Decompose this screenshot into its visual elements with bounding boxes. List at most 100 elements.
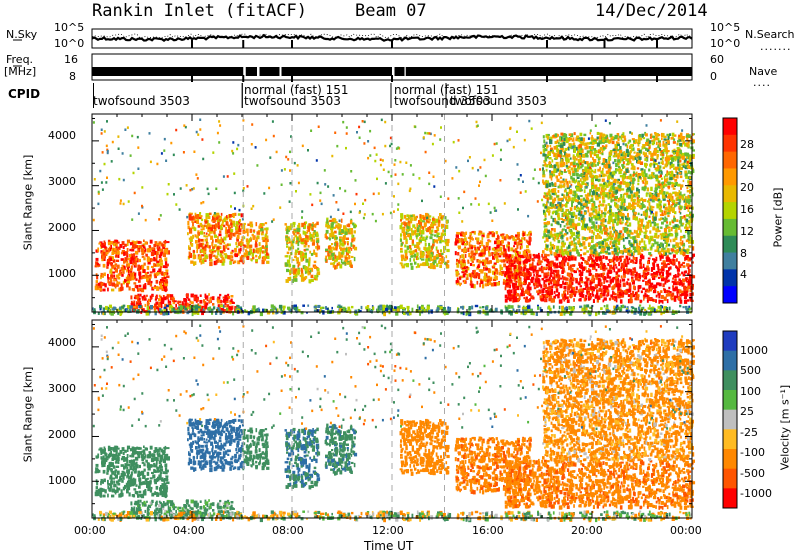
power-cell — [415, 266, 418, 269]
power-cell — [193, 261, 197, 265]
power-cell — [559, 284, 563, 289]
power-cell — [508, 279, 512, 282]
power-cell — [411, 242, 415, 246]
power-cell — [585, 294, 588, 298]
power-cell — [304, 252, 307, 255]
power-cell — [522, 270, 525, 275]
power-cell — [147, 280, 151, 286]
power-cell — [646, 187, 650, 192]
power-cell — [288, 227, 291, 231]
power-cell — [334, 247, 337, 251]
power-cell — [682, 136, 685, 140]
power-cell — [416, 257, 419, 260]
power-cell — [187, 232, 189, 236]
power-cell — [119, 244, 123, 248]
power-cell — [567, 272, 570, 275]
power-cell — [409, 262, 413, 266]
power-cell — [569, 229, 573, 233]
power-cell — [660, 217, 664, 220]
power-cell — [634, 202, 637, 205]
power-cell — [530, 295, 534, 299]
power-cell — [325, 255, 328, 260]
power-cell — [135, 262, 137, 267]
power-cell — [555, 152, 558, 158]
power-cell — [563, 255, 566, 259]
power-cell — [570, 133, 574, 138]
power-cell — [339, 264, 343, 269]
power-cell — [531, 257, 534, 261]
power-cell — [633, 251, 635, 256]
power-cell — [620, 194, 623, 199]
power-cell — [619, 289, 623, 293]
power-cell — [436, 239, 439, 244]
power-cell — [645, 294, 648, 298]
power-cell — [648, 201, 651, 206]
power-cell — [488, 240, 492, 243]
power-cell — [622, 132, 625, 136]
power-cell — [101, 282, 104, 285]
power-cell — [631, 280, 635, 285]
power-cell — [648, 241, 651, 245]
power-cell — [465, 277, 469, 280]
power-cell — [634, 139, 638, 144]
power-cell — [430, 265, 432, 269]
power-cell — [148, 278, 151, 283]
power-cell — [645, 234, 648, 239]
power-cell — [344, 257, 348, 260]
noise-search-trace — [91, 33, 693, 39]
power-cell — [123, 251, 126, 256]
power-cell — [641, 133, 644, 138]
power-cell — [516, 237, 520, 241]
power-cell — [583, 281, 587, 284]
power-cell — [649, 193, 653, 198]
power-cell — [545, 229, 548, 233]
power-cell — [404, 256, 408, 260]
power-cell — [138, 300, 140, 305]
power-cell — [483, 246, 486, 251]
power-cell — [647, 140, 650, 145]
power-cell — [292, 240, 295, 244]
power-cell — [430, 223, 434, 227]
power-cell — [490, 231, 492, 235]
power-cell — [621, 278, 626, 282]
power-cell — [488, 231, 491, 234]
power-cell — [256, 231, 260, 235]
power-cell — [487, 276, 491, 281]
power-cell — [243, 253, 248, 258]
power-cell — [560, 170, 563, 174]
power-cell — [203, 299, 206, 303]
power-cell — [602, 272, 606, 275]
power-cell — [581, 244, 584, 247]
power-cell — [552, 283, 557, 286]
power-cell — [544, 234, 548, 238]
power-cell — [608, 270, 612, 274]
power-cell — [504, 271, 507, 276]
power-cell — [626, 224, 630, 227]
power-cell — [501, 240, 504, 244]
power-cell — [596, 299, 599, 303]
power-cell — [664, 194, 667, 198]
power-cell — [651, 221, 655, 224]
power-cell — [297, 240, 301, 243]
power-cell — [156, 251, 159, 256]
power-cell — [286, 245, 289, 248]
power-cell — [570, 272, 573, 275]
power-cell — [353, 256, 356, 262]
power-cell — [580, 277, 583, 281]
power-cell — [96, 275, 99, 280]
power-cell — [408, 250, 412, 253]
power-cell — [265, 244, 268, 248]
power-cell — [312, 231, 316, 236]
power-cell — [156, 260, 160, 264]
power-cell — [608, 159, 611, 164]
power-cell — [235, 224, 239, 227]
power-cell — [517, 233, 520, 237]
power-cell — [616, 251, 619, 256]
power-cell — [164, 257, 168, 262]
power-cell — [206, 223, 210, 228]
power-cell — [404, 244, 407, 248]
power-cell — [654, 272, 658, 275]
power-cell — [163, 265, 166, 268]
power-cell — [679, 216, 683, 221]
power-cell — [166, 250, 170, 255]
